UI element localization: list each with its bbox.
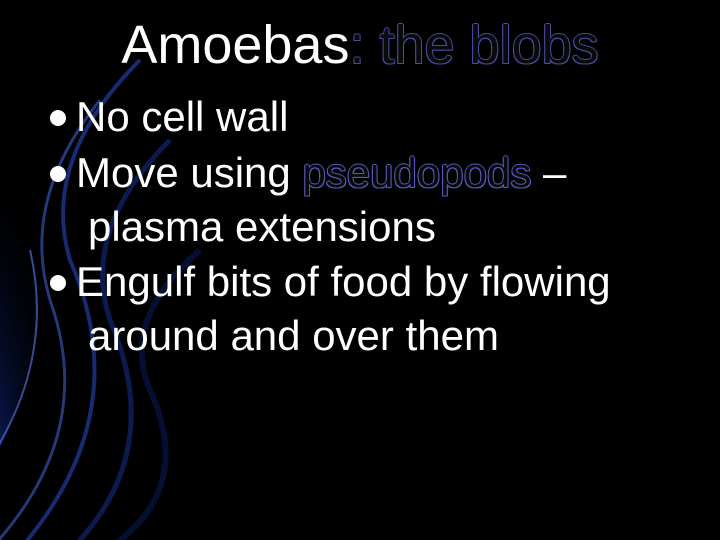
bullet-item: Engulf bits of food by flowing around an… bbox=[50, 255, 680, 363]
bullet-dot-icon bbox=[50, 166, 66, 182]
bullet-list: No cell wall Move using pseudopods – pla… bbox=[40, 90, 680, 363]
bullet-dot-icon bbox=[50, 275, 66, 291]
bullet-dot-icon bbox=[50, 110, 66, 126]
slide-container: Amoebas: the blobs No cell wall Move usi… bbox=[0, 0, 720, 540]
title-part-1: Amoebas bbox=[121, 15, 349, 75]
bullet-text-post: cell wall bbox=[141, 93, 288, 140]
bullet-item: No cell wall bbox=[50, 90, 680, 144]
bullet-text-pre: Move using bbox=[76, 149, 302, 196]
bullet-keyword: pseudopods bbox=[302, 149, 531, 196]
title-colon: : bbox=[349, 15, 379, 75]
bullet-item: Move using pseudopods – plasma extension… bbox=[50, 146, 680, 254]
bullet-text-pre: No bbox=[76, 93, 141, 140]
title-part-2: the blobs bbox=[379, 15, 598, 75]
bullet-text-pre: Engulf bits of food by flowing around an… bbox=[76, 258, 611, 359]
slide-title: Amoebas: the blobs bbox=[40, 14, 680, 76]
